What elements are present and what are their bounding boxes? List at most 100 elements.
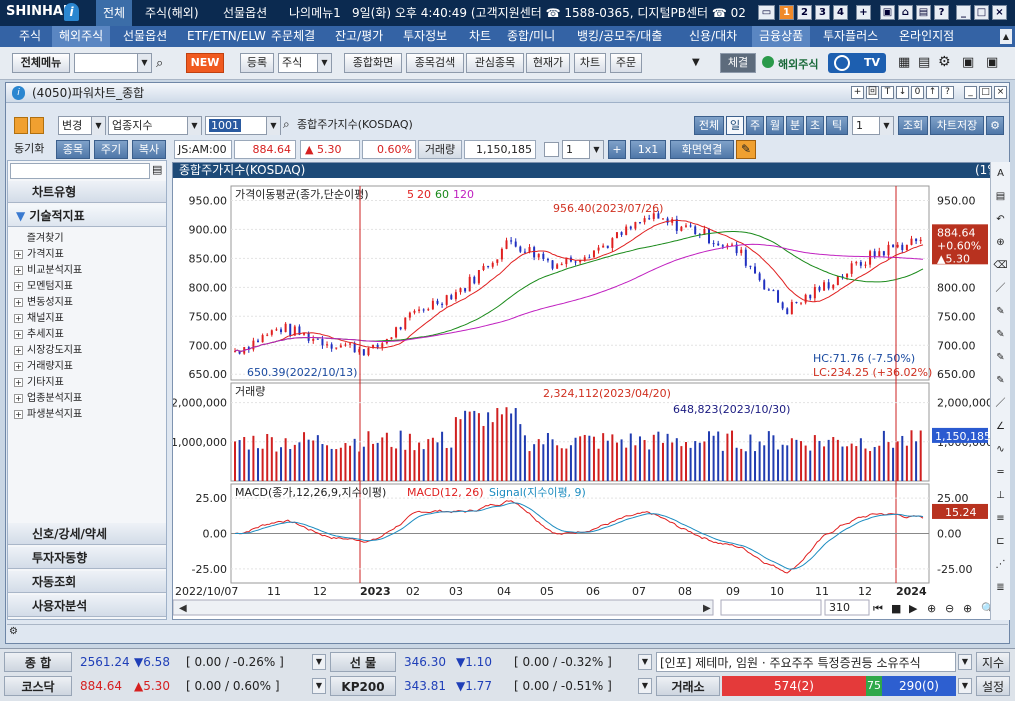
- register-button[interactable]: 등록: [240, 53, 274, 73]
- stock-search-button[interactable]: 종목검색: [406, 53, 464, 73]
- calculator-icon[interactable]: ▦: [898, 55, 911, 70]
- period-sync-tab[interactable]: 주기: [94, 140, 128, 159]
- period-day-tab[interactable]: 일: [726, 116, 744, 135]
- chart-area[interactable]: 종합주가지수(KOSDAQ) (1일) 950.00950.00900.0090…: [172, 162, 1010, 620]
- signal-header[interactable]: 신호/강세/약세: [8, 523, 166, 545]
- expand-icon[interactable]: +: [14, 361, 23, 371]
- menu-all[interactable]: 전체: [96, 0, 133, 26]
- period-all-tab[interactable]: 전체: [694, 116, 724, 135]
- panel-icon[interactable]: [30, 117, 44, 134]
- list-icon[interactable]: ▤: [995, 191, 1006, 202]
- screen-3-button[interactable]: 3: [815, 5, 830, 20]
- index-button[interactable]: 지수: [976, 652, 1010, 672]
- order-button[interactable]: 주문: [610, 53, 642, 73]
- text-icon[interactable]: T: [881, 86, 894, 99]
- expand-icon[interactable]: +: [14, 345, 23, 355]
- tree-item[interactable]: + 거래량지표: [14, 359, 82, 375]
- change-combo[interactable]: 변경 ▼: [58, 116, 106, 135]
- chart-button[interactable]: 차트: [574, 53, 606, 73]
- expand-icon[interactable]: +: [14, 265, 23, 275]
- pen-icon[interactable]: ✎: [996, 352, 1005, 363]
- search-icon[interactable]: ⌕: [156, 56, 164, 71]
- tree-favorites[interactable]: 즐겨찾기: [14, 231, 82, 247]
- pencil-icon[interactable]: ✎: [736, 140, 756, 159]
- chevron-down-icon[interactable]: ▼: [312, 654, 326, 670]
- chevron-down-icon[interactable]: ▼: [958, 678, 972, 694]
- menu-invest-info[interactable]: 투자정보: [403, 29, 448, 43]
- more-icon[interactable]: ▼: [692, 57, 700, 68]
- chart-count-combo[interactable]: 1 ▼: [562, 140, 604, 159]
- menu-mini[interactable]: 종합/미니: [507, 29, 556, 43]
- close-icon[interactable]: ×: [994, 86, 1007, 99]
- conclude-button[interactable]: 체결: [720, 53, 756, 73]
- checkbox[interactable]: [544, 142, 559, 157]
- menu-credit[interactable]: 신용/대차: [689, 29, 738, 43]
- scale-icon[interactable]: ≣: [996, 582, 1005, 593]
- help-icon[interactable]: ?: [934, 5, 949, 20]
- lookup-button[interactable]: 조회: [898, 116, 928, 135]
- menu-financial-products[interactable]: 금융상품: [752, 26, 811, 47]
- chevron-down-icon[interactable]: ▼: [638, 654, 652, 670]
- candle-icon[interactable]: [14, 117, 28, 134]
- menu-mymenu[interactable]: 나의메뉴1: [289, 6, 341, 20]
- expand-icon[interactable]: +: [14, 377, 23, 387]
- copy-tab[interactable]: 복사: [132, 140, 166, 159]
- screen-1-button[interactable]: 1: [779, 5, 794, 20]
- tech-indicator-header[interactable]: ▼ 기술적지표: [8, 205, 166, 227]
- screen-4-button[interactable]: 4: [833, 5, 848, 20]
- undo-icon[interactable]: ↶: [996, 214, 1005, 225]
- overseas-stock-link[interactable]: 해외주식: [778, 58, 819, 71]
- tree-item[interactable]: + 변동성지표: [14, 295, 82, 311]
- gear-icon[interactable]: ⚙: [986, 116, 1004, 135]
- tree-item[interactable]: + 시장강도지표: [14, 343, 82, 359]
- expand-icon[interactable]: +: [14, 329, 23, 339]
- chevron-down-icon[interactable]: ▼: [312, 678, 326, 694]
- count-combo[interactable]: 1 ▼: [852, 116, 894, 135]
- menu-stock-overseas[interactable]: 주식(해외): [145, 6, 199, 20]
- angle-icon[interactable]: ∠: [996, 421, 1005, 432]
- chevron-down-icon[interactable]: ▼: [958, 654, 972, 670]
- erase-icon[interactable]: ⌫: [993, 260, 1008, 271]
- wave-icon[interactable]: ∿: [996, 444, 1005, 455]
- watchlist-button[interactable]: 관심종목: [466, 53, 524, 73]
- expand-icon[interactable]: +: [14, 249, 23, 259]
- print-icon[interactable]: ▤: [916, 5, 931, 20]
- tree-item[interactable]: + 채널지표: [14, 311, 82, 327]
- close-icon[interactable]: ×: [992, 5, 1007, 20]
- stock-tab[interactable]: 종목: [56, 140, 90, 159]
- menu-search-combo[interactable]: ▼: [74, 53, 152, 73]
- down-icon[interactable]: ↓: [896, 86, 909, 99]
- zero-icon[interactable]: 0: [911, 86, 924, 99]
- period-week-tab[interactable]: 주: [746, 116, 764, 135]
- fan-icon[interactable]: ⋰: [995, 559, 1006, 570]
- maximize-icon[interactable]: □: [979, 86, 992, 99]
- layout-icon[interactable]: ▣: [962, 55, 975, 70]
- menu-scroll-icon[interactable]: ▲: [1000, 29, 1012, 44]
- menu-invest-plus[interactable]: 투자플러스: [823, 29, 879, 43]
- tree-item[interactable]: + 모멘텀지표: [14, 279, 82, 295]
- news-ticker[interactable]: [인포] 제테마, 임원 · 주요주주 특정증권등 소유주식: [656, 652, 956, 672]
- new-badge[interactable]: NEW: [186, 53, 224, 73]
- expand-icon[interactable]: +: [14, 409, 23, 419]
- search-icon[interactable]: ⌕: [283, 117, 290, 131]
- maximize-icon[interactable]: □: [974, 5, 989, 20]
- all-menu-button[interactable]: 전체메뉴: [12, 53, 70, 73]
- settings-icon[interactable]: ⚙: [9, 626, 18, 637]
- window-icon[interactable]: ▣: [986, 55, 999, 70]
- settings-button[interactable]: 설정: [976, 676, 1010, 696]
- menu-banking[interactable]: 뱅킹/공모주/대출: [577, 29, 663, 43]
- pen-icon[interactable]: ✎: [996, 375, 1005, 386]
- menu-online-branch[interactable]: 온라인지점: [899, 29, 955, 43]
- period-month-tab[interactable]: 월: [766, 116, 784, 135]
- hline-icon[interactable]: ═: [997, 467, 1004, 478]
- overview-button[interactable]: 종합화면: [344, 53, 402, 73]
- auto-lookup-header[interactable]: 자동조회: [8, 571, 166, 593]
- sync-label[interactable]: 동기화: [14, 142, 45, 155]
- tree-item[interactable]: + 추세지표: [14, 327, 82, 343]
- menu-balance[interactable]: 잔고/평가: [335, 29, 384, 43]
- minimize-icon[interactable]: _: [956, 5, 971, 20]
- period-second-tab[interactable]: 초: [806, 116, 824, 135]
- tree-item[interactable]: + 가격지표: [14, 247, 82, 263]
- screen-icon[interactable]: 回: [866, 86, 879, 99]
- period-tick-tab[interactable]: 틱: [826, 116, 848, 135]
